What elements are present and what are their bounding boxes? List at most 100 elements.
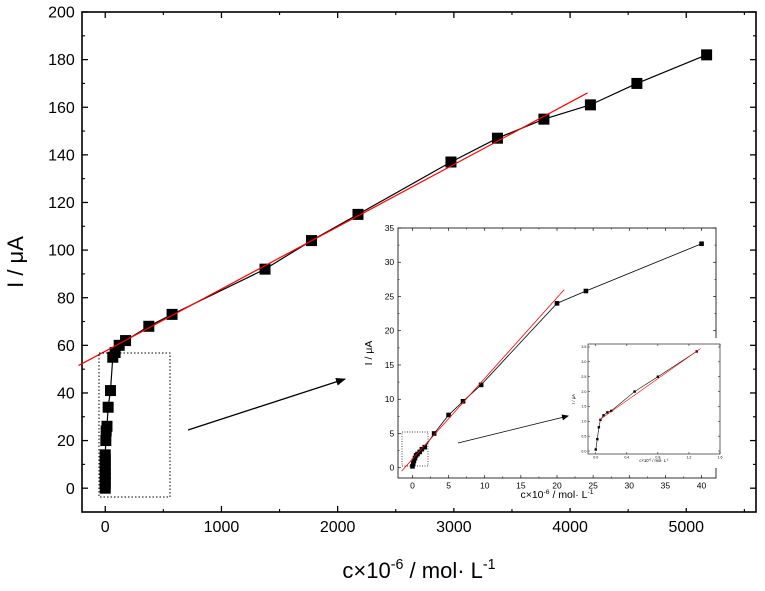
x-tick-label: 1.2 (686, 456, 691, 460)
x-tick-label: 0 (410, 481, 415, 491)
y-tick-label: 15 (385, 360, 395, 370)
x-tick-label: 1000 (204, 519, 240, 536)
y-tick-label: 20 (57, 433, 75, 450)
data-point (143, 320, 155, 332)
data-point (113, 339, 125, 351)
y-tick-label: 140 (48, 147, 75, 164)
x-tick-label: 0.0 (593, 456, 598, 460)
data-line (595, 351, 697, 450)
x-tick-label: 3000 (436, 519, 472, 536)
y-tick-label: 180 (48, 52, 75, 69)
data-point (699, 241, 704, 247)
y-tick-label: 3.0 (581, 360, 586, 364)
inset-zoom-arrow (457, 414, 569, 444)
data-point (701, 49, 713, 61)
data-point (633, 390, 636, 393)
x-tick-label: 20 (552, 481, 562, 491)
x-tick-label: 5 (446, 481, 451, 491)
x-tick-label: 40 (697, 481, 707, 491)
x-tick-label: 15 (516, 481, 526, 491)
plot-frame (587, 343, 721, 455)
y-tick-label: 0.0 (581, 449, 586, 453)
main-annotations (98, 352, 346, 498)
inset-inset-chart: 0.0 0.4 0.8 1.2 1.6 0.0 0.5 1.0 1.5 2.0 2.5 3.0 3.5 I… (571, 338, 724, 468)
y-axis-label: I / μA (363, 341, 375, 366)
data-point (606, 411, 609, 414)
data-point (656, 375, 660, 378)
data-point (446, 412, 451, 418)
y-tick-label: 2.0 (581, 390, 586, 394)
data-point (596, 437, 599, 441)
x-tick-label: 10 (480, 481, 490, 491)
y-tick-label: 120 (48, 195, 75, 212)
data-point (631, 77, 643, 89)
x-tick-label: 30 (625, 481, 635, 491)
zoom-arrow (187, 377, 346, 431)
y-tick-label: 40 (57, 386, 75, 403)
y-tick-label: 100 (48, 243, 75, 260)
data-point (594, 448, 597, 451)
data-point (460, 398, 466, 404)
x-axis-label: c×10-6 / mol· L-1 (520, 489, 593, 501)
data-point (554, 301, 560, 306)
y-tick-label: 2.5 (581, 375, 586, 379)
y-tick-label: 3.5 (581, 345, 586, 349)
data-point (417, 449, 422, 455)
data-point (491, 132, 503, 144)
fit-line (401, 289, 565, 472)
data-point (104, 385, 116, 397)
fit-line (599, 348, 701, 421)
data-point (419, 446, 425, 452)
data-point (431, 431, 437, 436)
x-axis-label: c×10-6 / mol· L-1 (342, 557, 495, 583)
inset-highlight-box (401, 431, 429, 467)
y-tick-label: 0 (389, 463, 394, 473)
highlight-box (98, 352, 171, 498)
data-point (602, 414, 605, 417)
x-tick-label: 0.4 (624, 456, 629, 460)
y-tick-label: 60 (57, 338, 75, 355)
data-point (610, 409, 613, 413)
y-tick-label: 0.5 (581, 434, 586, 438)
y-tick-label: 30 (385, 257, 395, 267)
y-tick-label: 0 (66, 481, 75, 498)
y-tick-label: 25 (385, 291, 395, 301)
data-point (599, 418, 602, 422)
y-tick-label: 1.0 (581, 420, 586, 424)
y-tick-label: 160 (48, 100, 75, 117)
y-tick-label: 35 (385, 223, 395, 233)
y-tick-label: 200 (48, 5, 75, 22)
data-point (412, 455, 418, 461)
data-point (597, 426, 601, 429)
x-tick-label: 0 (101, 519, 110, 536)
data-point (422, 444, 428, 450)
y-tick-label: 10 (385, 394, 395, 404)
x-tick-label: 0.8 (655, 456, 660, 460)
data-point (100, 435, 112, 447)
y-tick-label: 1.5 (581, 405, 586, 409)
data-point (99, 449, 111, 461)
x-tick-label: 1.6 (718, 456, 723, 460)
x-tick-label: 2000 (320, 519, 356, 536)
data-point (538, 113, 550, 125)
data-point (410, 461, 416, 466)
x-tick-label: 4000 (552, 519, 588, 536)
data-point (411, 458, 417, 464)
data-point (102, 401, 114, 413)
data-point (166, 308, 178, 320)
fit-line (78, 92, 588, 367)
x-axis-label: c×10-6 / mol· L-1 (639, 457, 669, 463)
x-tick-label: 5000 (668, 519, 704, 536)
data-point (109, 346, 121, 358)
x-tick-label: 25 (588, 481, 598, 491)
y-tick-label: 5 (389, 428, 394, 438)
data-point (584, 99, 596, 111)
x-tick-label: 35 (661, 481, 671, 491)
data-point (445, 156, 457, 168)
data-point (478, 382, 484, 388)
y-tick-label: 80 (57, 290, 75, 307)
y-axis-label: I / μA (3, 236, 28, 288)
data-point (352, 208, 364, 220)
data-point (410, 464, 415, 469)
